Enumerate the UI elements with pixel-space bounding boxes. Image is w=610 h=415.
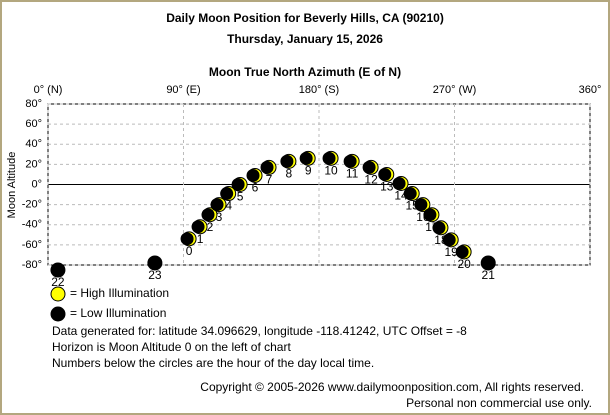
hour-label: 9 [305,164,312,178]
moon-point [414,197,431,213]
hour-label: 2 [207,220,214,234]
moon-shadow [423,208,437,222]
moon-shadow [246,168,260,182]
moon-shadow [220,187,234,201]
legend-label: = High Illumination [70,286,169,300]
moon-point [50,262,66,278]
y-axis-label: Moon Altitude [6,152,18,219]
moon-point [260,159,277,175]
y-tick-label: -40° [22,219,42,231]
moon-point [403,186,420,202]
note: Numbers below the circles are the hour o… [52,356,374,370]
y-tick-label: -80° [22,259,42,271]
copyright: Copyright © 2005-2026 www.dailymoonposit… [200,380,584,394]
moon-point [423,207,440,223]
moon-shadow [403,187,417,201]
moon-shadow [191,220,205,234]
moon-disc [480,255,496,271]
moon-point [432,220,449,236]
hour-label: 12 [364,173,378,187]
moon-shadow [455,245,469,259]
hour-label: 20 [457,257,471,271]
moon-shadow [414,198,428,212]
x-tick-label: 270° (W) [433,84,477,96]
hour-label: 11 [346,167,359,181]
x-tick-label: 0° (N) [34,84,63,96]
hour-label: 0 [186,244,193,258]
y-tick-label: -20° [22,199,42,211]
copyright: Personal non commercial use only. [406,396,592,410]
moon-shadow [432,221,446,235]
moon-point [455,244,472,260]
moon-point [201,207,218,223]
x-tick-label: 180° (S) [299,84,339,96]
legend-marker [50,306,66,322]
moon-shadow [343,154,357,168]
hour-label: 19 [445,245,459,259]
hour-label: 1 [197,232,204,246]
moon-point [378,166,395,182]
y-tick-label: 80° [25,98,42,110]
hour-label: 21 [482,268,496,282]
moon-point [343,153,360,169]
moon-point [392,175,409,191]
moon-shadow [201,208,215,222]
moon-shadow [378,167,392,181]
moon-point [220,186,237,202]
moon-shadow [210,198,224,212]
hour-label: 4 [225,199,232,213]
moon-point [299,150,316,166]
moon-point [210,197,227,213]
chart-subtitle: Thursday, January 15, 2026 [227,32,383,46]
moon-disc [147,255,163,271]
moon-shadow [180,232,194,246]
moon-point [180,231,197,247]
moon-disc [50,262,66,278]
x-tick-label: 360° [579,84,602,96]
hour-label: 22 [51,275,65,289]
moon-point [246,167,263,183]
moon-shadow [299,151,313,165]
moon-shadow [260,160,274,174]
chart-title: Daily Moon Position for Beverly Hills, C… [166,11,444,25]
moon-point [147,255,163,271]
moon-point [231,177,248,192]
x-axis-label: Moon True North Azimuth (E of N) [209,65,401,79]
hour-label: 23 [148,268,162,282]
moon-shadow [280,154,294,168]
moon-point [191,219,208,235]
moon-shadow [362,160,376,174]
moon-shadow [392,176,406,190]
moon-point [362,159,379,175]
y-tick-label: 0° [31,178,42,190]
hour-label: 5 [237,190,244,204]
y-tick-label: -60° [22,239,42,251]
moon-point [442,232,459,248]
note: Data generated for: latitude 34.096629, … [52,324,467,338]
y-tick-label: 60° [25,118,42,130]
hour-label: 7 [266,173,273,187]
hour-label: 13 [380,180,394,194]
moon-shadow [231,178,245,191]
moon-shadow [322,151,336,165]
legend-label: = Low Illumination [70,306,166,320]
moon-point [280,153,297,169]
hour-label: 8 [286,167,293,181]
moon-point [322,150,339,166]
legend-marker [50,286,66,302]
note: Horizon is Moon Altitude 0 on the left o… [52,340,291,354]
moon-point [480,255,496,271]
y-tick-label: 20° [25,158,42,170]
hour-label: 10 [324,164,338,178]
x-tick-label: 90° (E) [166,84,200,96]
y-tick-label: 40° [25,138,42,150]
hour-label: 6 [252,181,259,195]
moon-shadow [442,233,456,247]
hour-label: 3 [216,210,223,224]
